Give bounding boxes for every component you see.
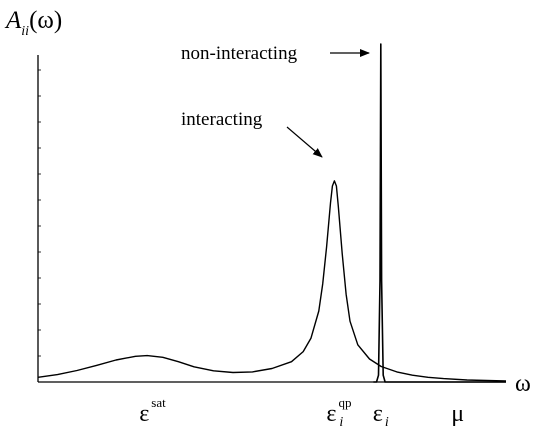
annotation-non-interacting: non-interacting [181,43,370,64]
x-axis-label: ω [515,371,531,397]
annotation-interacting-arrow [286,126,323,158]
series-line-non-interacting [373,43,506,383]
y-axis-minor-ticks [38,69,41,357]
annotation-interacting: interacting [181,109,323,158]
y-axis-label: Aii(ω) [4,7,62,39]
x-tick-label-1: ε qp i [326,395,351,430]
axes [37,55,506,383]
series-line-interacting [37,180,507,382]
curves [37,43,507,383]
x-tick-label-3: μ [451,401,464,427]
x-tick-label-0: ε sat [139,395,166,427]
annotation-non-interacting-text: non-interacting [181,43,298,64]
x-tick-labels: ε sat ε qp i ε i μ [139,395,464,430]
annotation-interacting-text: interacting [181,109,263,130]
